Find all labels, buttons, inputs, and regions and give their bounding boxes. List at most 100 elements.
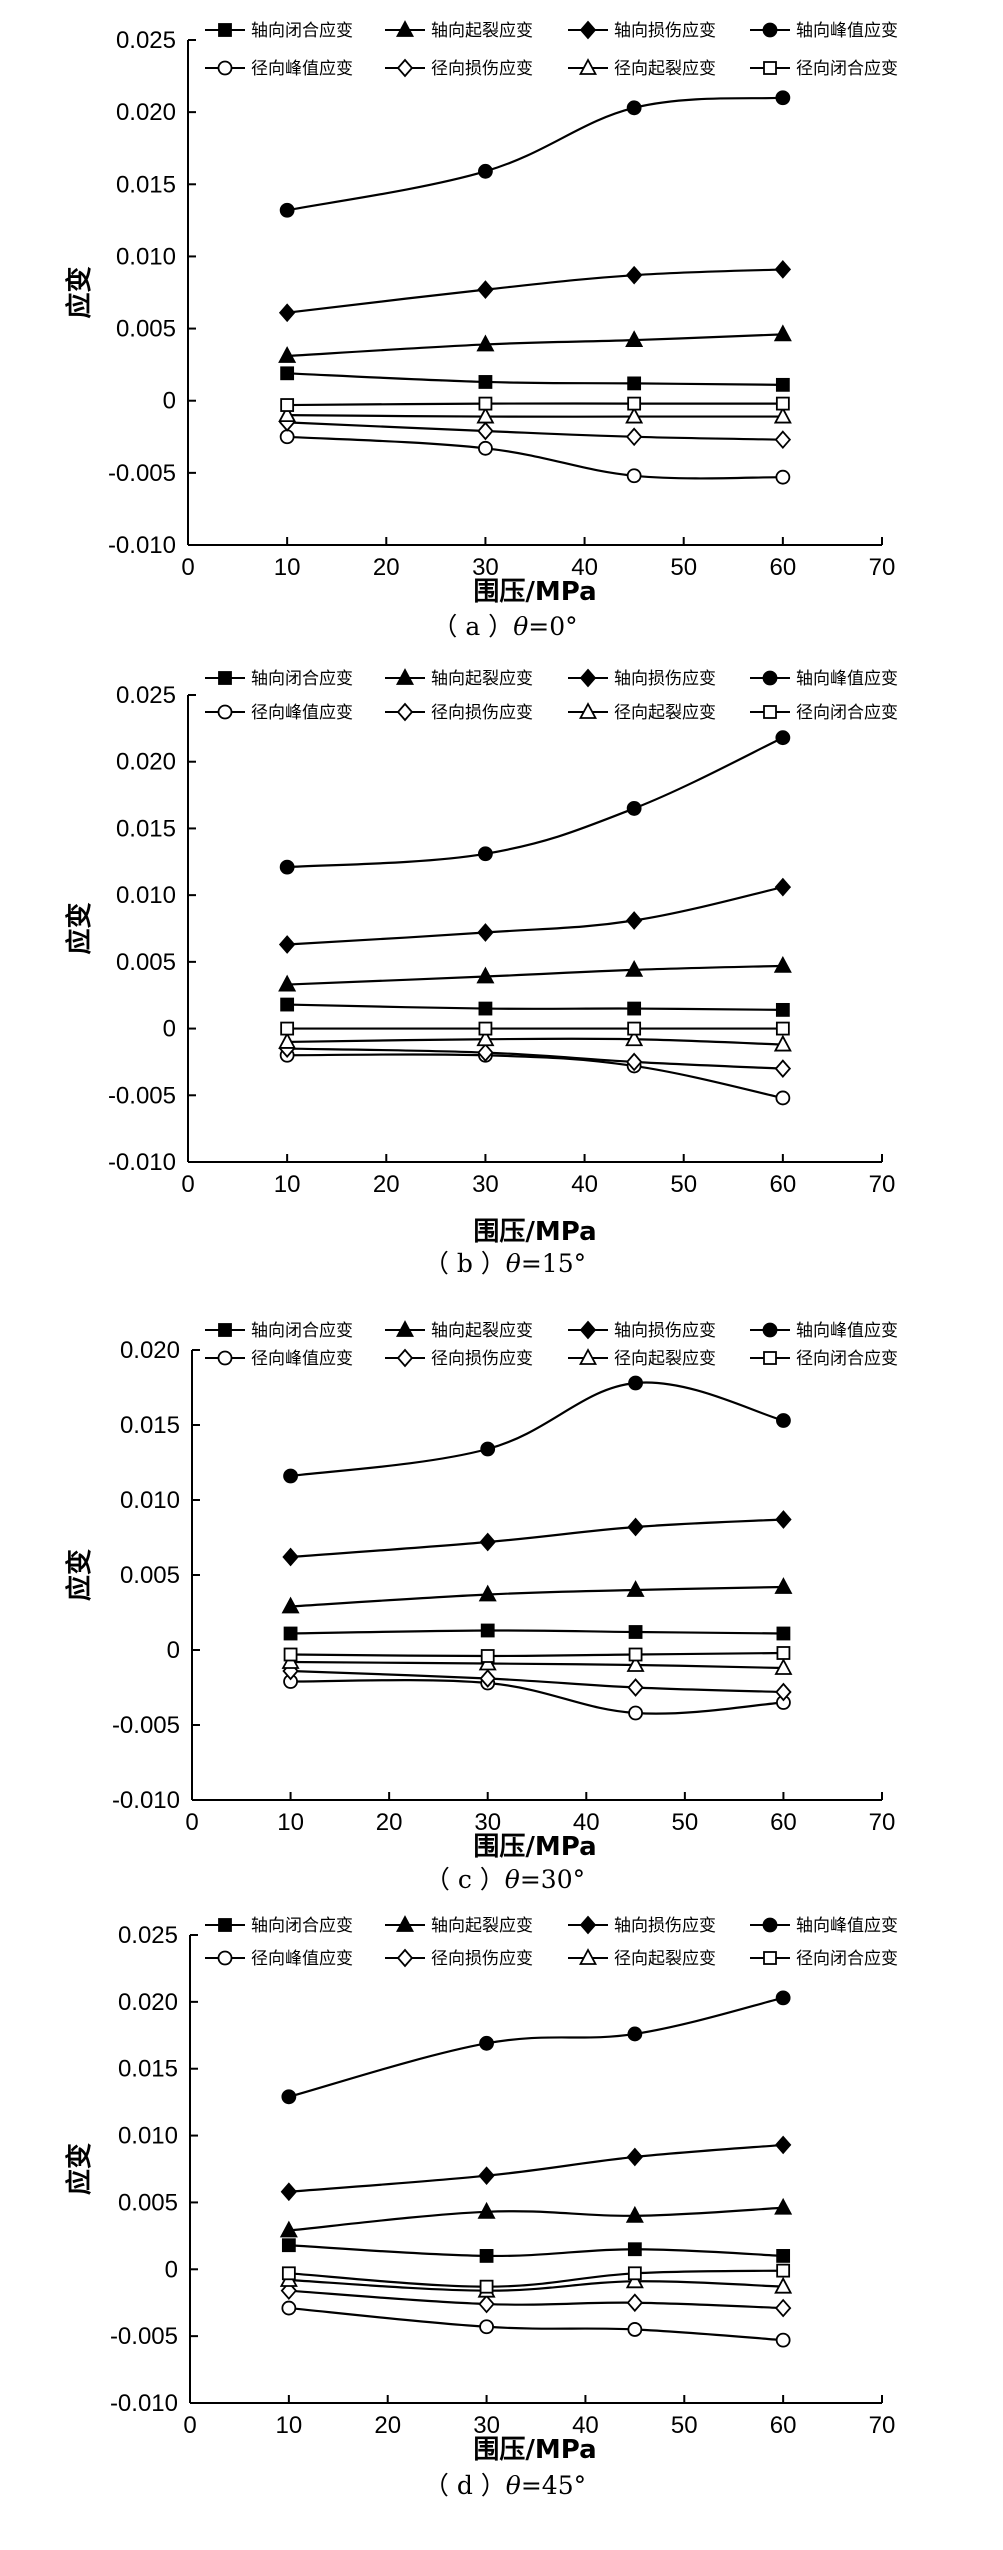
x-tick-label: 10 <box>277 1809 304 1836</box>
x-tick-label: 40 <box>573 1809 600 1836</box>
data-point <box>280 2182 298 2202</box>
data-point <box>479 1532 496 1552</box>
legend-label: 轴向峰值应变 <box>796 1916 898 1936</box>
legend-label: 径向起裂应变 <box>614 1949 716 1969</box>
legend-entry: 轴向损伤应变 <box>568 20 716 41</box>
series-5 <box>282 1661 792 1702</box>
series-2 <box>280 2135 792 2202</box>
data-point <box>625 427 643 447</box>
caption-label: （ a ） <box>432 612 513 641</box>
legend-label: 轴向闭合应变 <box>251 669 353 689</box>
data-point <box>479 2279 494 2294</box>
data-point <box>627 2322 643 2337</box>
series-line <box>287 372 783 386</box>
data-point <box>625 1052 643 1072</box>
x-tick-label: 60 <box>770 2412 797 2439</box>
legend-entry: 径向闭合应变 <box>750 1949 898 1969</box>
data-point <box>774 1658 793 1675</box>
data-point <box>775 1021 790 1036</box>
series-2 <box>278 877 792 954</box>
data-point <box>478 396 493 411</box>
series-line <box>288 2269 784 2288</box>
legend-entry: 轴向起裂应变 <box>385 1320 533 1341</box>
series-7 <box>283 1646 791 1663</box>
legend-marker <box>217 1950 233 1966</box>
data-point <box>776 1626 791 1641</box>
legend-marker <box>395 1915 415 1932</box>
y-tick-label: -0.010 <box>108 532 176 559</box>
data-point <box>627 1678 644 1697</box>
legend-marker <box>763 1951 777 1965</box>
x-tick-label: 20 <box>373 1171 400 1198</box>
data-point <box>627 2266 642 2281</box>
y-axis-label: 应变 <box>64 1549 95 1601</box>
legend-entry: 轴向闭合应变 <box>205 21 353 41</box>
data-point <box>279 2220 298 2238</box>
y-axis-label: 应变 <box>64 266 95 318</box>
legend-label: 轴向峰值应变 <box>796 21 898 41</box>
y-tick-label: 0.015 <box>118 2056 178 2083</box>
series-0 <box>281 2238 791 2263</box>
y-tick-label: -0.010 <box>112 1787 180 1814</box>
x-tick-label: 30 <box>472 554 499 581</box>
data-point <box>476 966 495 984</box>
legend-marker <box>578 702 598 719</box>
caption-value: =15° <box>521 1249 586 1278</box>
series-line <box>290 1660 784 1670</box>
series-1 <box>279 2197 793 2238</box>
data-point <box>626 468 642 484</box>
x-tick-label: 60 <box>770 1171 797 1198</box>
data-point <box>278 935 296 954</box>
data-point <box>774 2276 793 2294</box>
legend-label: 轴向损伤应变 <box>614 1321 716 1341</box>
y-tick-label: -0.005 <box>110 2323 178 2350</box>
chart-panel-b: -0.010 -0.005 0 0.005 0.010 0.015 0.020 0.025 0 1… <box>64 668 898 1278</box>
legend-entry: 径向损伤应变 <box>385 58 533 79</box>
legend-marker <box>395 1320 415 1337</box>
data-point <box>279 859 295 875</box>
data-point <box>776 1413 791 1428</box>
data-point <box>775 90 791 106</box>
data-point <box>774 2298 792 2318</box>
data-point <box>626 801 642 816</box>
series-line <box>288 2206 784 2232</box>
data-point <box>775 730 791 746</box>
legend-entry: 轴向峰值应变 <box>750 669 898 689</box>
y-tick-label: 0.020 <box>116 99 176 126</box>
data-point <box>478 163 493 179</box>
series-0 <box>280 366 790 392</box>
legend-entry: 轴向峰值应变 <box>750 21 898 41</box>
y-tick-label: 0.025 <box>116 682 176 709</box>
series-line <box>288 1996 784 2098</box>
data-point <box>278 346 297 363</box>
data-point <box>628 1375 643 1391</box>
x-tick-label: 50 <box>672 1809 699 1836</box>
data-point <box>773 955 792 973</box>
y-tick-label: 0.010 <box>116 243 176 270</box>
x-tick-label: 50 <box>670 554 697 581</box>
legend-marker <box>763 1351 777 1365</box>
data-point <box>478 1001 493 1016</box>
legend-label: 轴向闭合应变 <box>251 1321 353 1341</box>
y-tick-label: -0.010 <box>108 1149 176 1176</box>
y-tick-label: -0.005 <box>108 1082 176 1109</box>
data-point <box>278 303 296 323</box>
series-line <box>287 1037 783 1046</box>
x-tick-label: 30 <box>472 1171 499 1198</box>
legend-marker <box>578 1948 598 1965</box>
y-tick-label: 0.020 <box>120 1337 180 1364</box>
y-tick-label: 0.005 <box>118 2189 178 2216</box>
series-line <box>290 1518 784 1559</box>
data-point <box>628 1705 643 1721</box>
data-point <box>477 2201 496 2219</box>
x-tick-label: 30 <box>473 2412 500 2439</box>
series-line <box>290 1629 784 1635</box>
legend-label: 轴向损伤应变 <box>614 669 716 689</box>
series-2 <box>282 1510 792 1567</box>
legend-label: 径向闭合应变 <box>796 703 898 723</box>
legend-marker <box>218 671 232 685</box>
legend-entry: 轴向闭合应变 <box>205 669 353 689</box>
x-tick-label: 70 <box>869 2412 896 2439</box>
panel-caption: （ b ）θ=15° <box>424 1249 586 1278</box>
caption-value: =30° <box>520 1865 585 1894</box>
